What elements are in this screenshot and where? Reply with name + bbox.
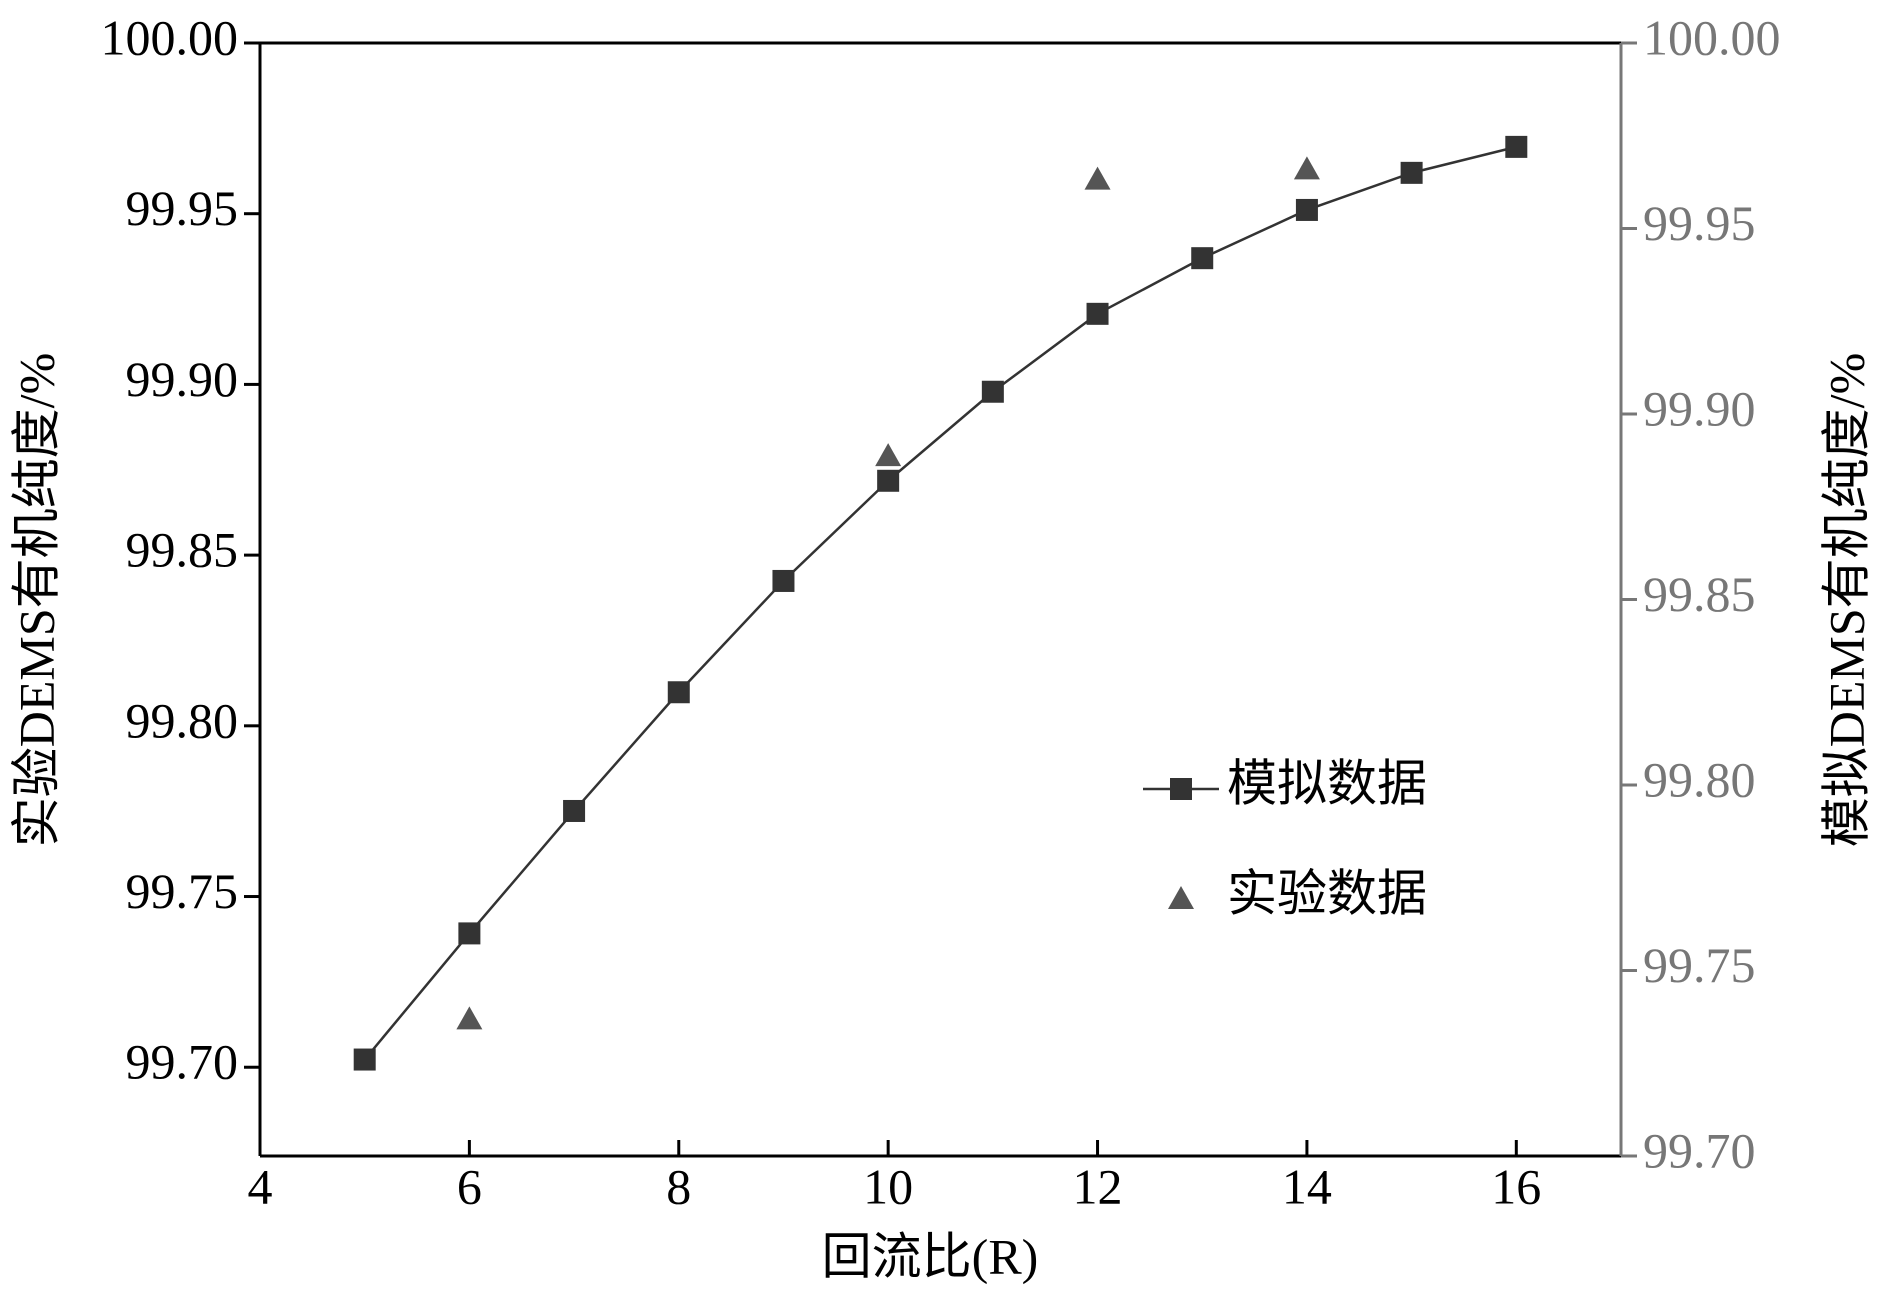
square-marker xyxy=(1400,161,1423,184)
y2-tick-label: 99.95 xyxy=(1643,195,1756,251)
square-marker xyxy=(1505,135,1528,158)
x-tick-label: 14 xyxy=(1282,1158,1332,1214)
x-tick-label: 10 xyxy=(863,1158,913,1214)
square-marker xyxy=(667,681,690,704)
square-marker xyxy=(1170,778,1192,800)
square-marker xyxy=(1191,247,1214,270)
y-tick-label: 100.00 xyxy=(101,9,239,65)
y-tick-label: 99.80 xyxy=(126,692,239,748)
square-marker xyxy=(1086,302,1109,325)
square-marker xyxy=(563,799,586,822)
square-marker xyxy=(458,922,481,945)
y2-tick-label: 99.85 xyxy=(1643,566,1756,622)
triangle-marker xyxy=(875,443,902,467)
y2-axis-label: 模拟DEMS有机纯度/% xyxy=(1818,353,1874,847)
y-tick-label: 99.95 xyxy=(126,180,239,236)
square-marker xyxy=(1295,198,1318,221)
triangle-marker xyxy=(1168,886,1194,909)
series-line xyxy=(363,145,1517,1061)
square-marker xyxy=(877,469,900,492)
y-axis-label: 实验DEMS有机纯度/% xyxy=(8,353,64,847)
y2-tick-label: 100.00 xyxy=(1643,9,1781,65)
legend-label: 模拟数据 xyxy=(1227,755,1427,811)
y-tick-label: 99.85 xyxy=(126,522,239,578)
x-tick-label: 12 xyxy=(1073,1158,1123,1214)
square-marker xyxy=(772,569,795,592)
y-tick-label: 99.90 xyxy=(126,351,239,407)
triangle-marker xyxy=(1084,166,1111,190)
x-tick-label: 6 xyxy=(457,1158,482,1214)
y2-tick-label: 99.80 xyxy=(1643,751,1756,807)
square-marker xyxy=(981,380,1004,403)
y2-tick-label: 99.75 xyxy=(1643,937,1756,993)
x-tick-label: 4 xyxy=(248,1158,273,1214)
y-tick-label: 99.70 xyxy=(126,1034,239,1090)
x-tick-label: 8 xyxy=(666,1158,691,1214)
triangle-marker xyxy=(1293,156,1320,180)
y2-tick-label: 99.70 xyxy=(1643,1122,1756,1178)
y-tick-label: 99.75 xyxy=(126,863,239,919)
y2-tick-label: 99.90 xyxy=(1643,380,1756,436)
triangle-marker xyxy=(456,1006,483,1030)
square-marker xyxy=(353,1048,376,1071)
legend-label: 实验数据 xyxy=(1227,865,1427,921)
x-axis-label: 回流比(R) xyxy=(822,1228,1039,1284)
x-tick-label: 16 xyxy=(1491,1158,1541,1214)
